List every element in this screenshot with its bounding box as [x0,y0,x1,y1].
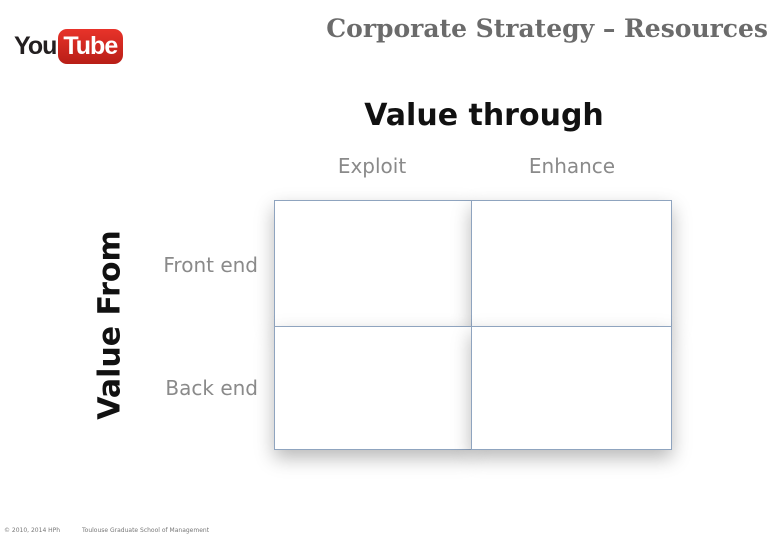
matrix-cell-front-exploit [274,200,472,327]
logo-tube-text: Tube [58,28,124,64]
logo-you-text: You [14,31,57,60]
row-label-front-end: Front end [163,253,258,277]
column-label-exploit: Exploit [337,154,407,178]
slide-title: Corporate Strategy – Resources [326,14,768,43]
matrix-cell-front-enhance [471,200,672,327]
column-axis-heading: Value through [364,98,604,133]
youtube-logo: You Tube [14,26,124,66]
matrix-cell-back-exploit [274,326,472,450]
column-label-enhance: Enhance [528,154,616,178]
footer-school: Toulouse Graduate School of Management [82,527,210,534]
row-label-back-end: Back end [165,376,258,400]
footer-copyright: © 2010, 2014 HPh [4,527,61,534]
matrix-cell-back-enhance [471,326,672,450]
row-axis-heading: Value From [92,230,128,420]
